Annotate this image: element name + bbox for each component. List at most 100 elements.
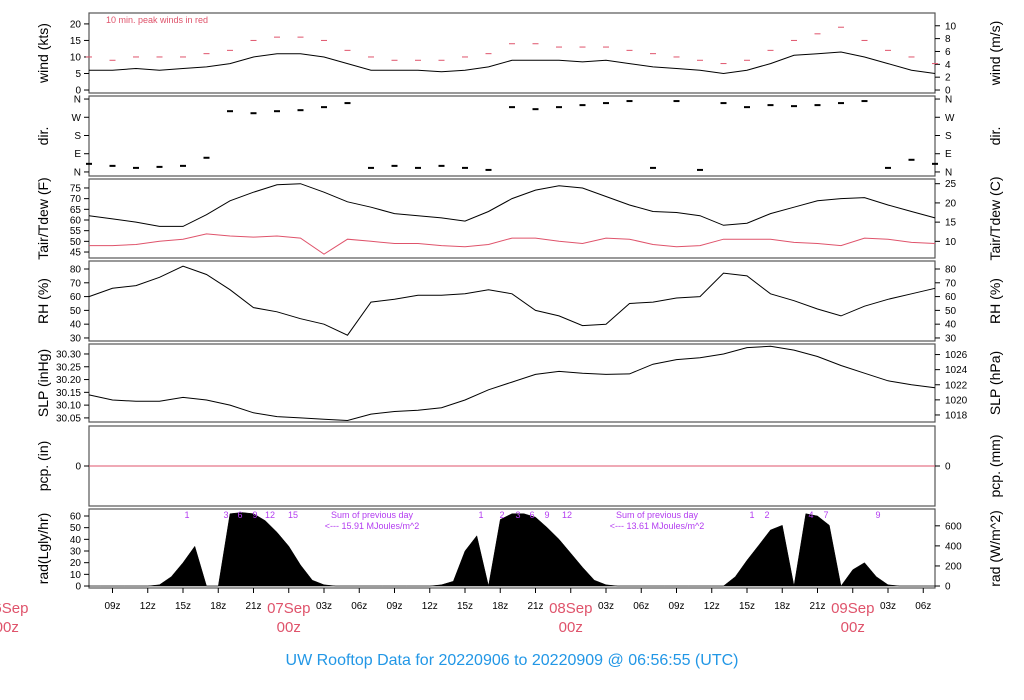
radiation-area: [88, 512, 936, 587]
hour-label: 9: [875, 510, 880, 520]
date-label-day: 07Sep: [267, 600, 310, 617]
left-tick-label: 30: [70, 333, 82, 344]
panel-frame: [88, 95, 936, 177]
x-tick-label: 21z: [245, 601, 261, 612]
y-axis-label-right: RH (%): [987, 278, 1003, 324]
left-tick-label: 30.25: [56, 362, 81, 373]
x-tick-label: 06z: [351, 601, 367, 612]
x-tick-label: 09z: [386, 601, 402, 612]
left-tick-label: 60: [70, 292, 82, 303]
left-tick-label: S: [74, 131, 81, 142]
hour-label: 1: [184, 510, 189, 520]
panel-frame: [88, 508, 936, 589]
left-tick-label: 45: [70, 248, 82, 259]
left-tick-label: E: [74, 149, 81, 160]
right-tick-label: 50: [945, 306, 957, 317]
direction-point: [485, 168, 492, 171]
direction-point: [321, 106, 327, 109]
left-tick-label: 70: [70, 194, 82, 205]
right-tick-label: 2: [945, 73, 951, 84]
direction-point: [885, 166, 891, 169]
left-tick-label: 80: [70, 265, 82, 276]
x-tick-label: 12z: [704, 601, 720, 612]
direction-point: [274, 110, 280, 113]
left-tick-label: 30.20: [56, 375, 81, 386]
right-tick-label: 40: [945, 320, 957, 331]
panel-pcp: 0 0 pcp. (in) pcp. (mm): [35, 425, 1003, 507]
hour-label: 2: [764, 510, 769, 520]
left-tick-label: 30.10: [56, 401, 81, 412]
y-axis-label-left: wind (kts): [35, 23, 51, 84]
x-tick-label: 21z: [527, 601, 543, 612]
y-axis-label-right: rad (W/m^2): [987, 510, 1003, 587]
right-tick-label: N: [945, 167, 952, 178]
hour-label: 7: [823, 510, 828, 520]
right-tick-label: 8: [945, 34, 951, 45]
direction-point: [861, 100, 868, 103]
series-line-slp: [88, 345, 936, 422]
left-tick-label: 40: [70, 320, 82, 331]
left-tick-label: 0: [75, 462, 81, 473]
direction-point: [462, 166, 468, 169]
x-tick-label: 12z: [422, 601, 438, 612]
right-tick-label: E: [945, 149, 952, 160]
left-tick-label: 55: [70, 226, 82, 237]
y-axis-label-left: SLP (inHg): [35, 349, 51, 417]
x-tick-label: 15z: [175, 601, 191, 612]
right-tick-label: 80: [945, 265, 957, 276]
daily-sum-title: Sum of previous day: [616, 510, 699, 520]
series-line-wind: [89, 51, 936, 75]
left-tick-label: 65: [70, 205, 82, 216]
series-line-temp-tdew: [89, 233, 936, 255]
right-tick-label: 0: [945, 462, 951, 473]
right-tick-label: 20: [945, 198, 957, 209]
hour-label: 3: [223, 510, 228, 520]
direction-point: [391, 164, 398, 167]
date-label-day: 09Sep: [831, 600, 874, 617]
direction-point: [156, 165, 163, 168]
right-tick-label: 1024: [945, 365, 968, 376]
right-tick-label: 70: [945, 278, 957, 289]
x-axis: 09z 12z 15z 18z 21z 03z 06z 09z 12z 15z 18z 21z 03z 0…: [0, 588, 931, 636]
direction-point: [227, 110, 233, 113]
daily-sum-title: Sum of previous day: [331, 510, 414, 520]
right-tick-label: 1020: [945, 395, 968, 406]
hour-label: 3: [515, 510, 520, 520]
peak-wind-note: 10 min. peak winds in red: [106, 15, 208, 25]
y-axis-label-right: SLP (hPa): [987, 351, 1003, 415]
left-tick-label: N: [74, 95, 81, 106]
hour-label: 6: [529, 510, 534, 520]
y-axis-label-left: Tair/Tdew (F): [35, 177, 51, 259]
right-tick-label: 10: [945, 237, 957, 248]
y-axis-label-left: dir.: [35, 127, 51, 146]
panel-wind: 0 5 10 15 20 0 2 4 6 8 10 wind (kts) wind (m/s) 10 mi…: [35, 12, 1003, 97]
hour-label: 12: [265, 510, 275, 520]
right-tick-label: 0: [945, 86, 951, 97]
right-tick-label: 6: [945, 47, 951, 58]
left-tick-label: 30.05: [56, 413, 81, 424]
left-tick-label: N: [74, 167, 81, 178]
left-tick-label: 20: [70, 19, 82, 30]
x-tick-label: 18z: [774, 601, 790, 612]
direction-point: [297, 109, 304, 112]
right-tick-label: 60: [945, 292, 957, 303]
right-tick-label: 600: [945, 521, 962, 532]
left-tick-label: 70: [70, 278, 82, 289]
y-axis-label-left: rad(Lgly/hr): [35, 513, 51, 585]
hour-label: 9: [544, 510, 549, 520]
direction-point: [438, 164, 445, 167]
left-tick-label: 60: [70, 215, 82, 226]
x-tick-label: 03z: [880, 601, 896, 612]
x-tick-label: 18z: [492, 601, 508, 612]
left-tick-label: 15: [70, 36, 82, 47]
right-tick-label: 1018: [945, 410, 968, 421]
y-axis-label-left: pcp. (in): [35, 441, 51, 492]
direction-point: [838, 102, 844, 105]
direction-point: [509, 106, 515, 109]
left-tick-label: 60: [70, 512, 82, 523]
left-tick-label: 30.30: [56, 349, 81, 360]
right-tick-label: 0: [945, 582, 951, 593]
direction-point: [133, 166, 139, 169]
